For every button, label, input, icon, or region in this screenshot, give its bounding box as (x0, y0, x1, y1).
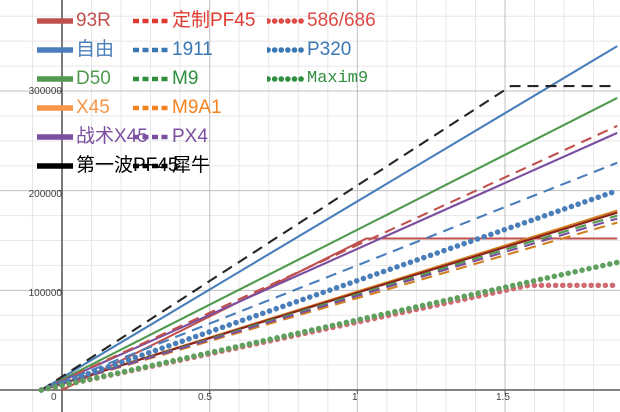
series-line (41, 217, 618, 392)
ytick-label-200000: 200000 (28, 189, 62, 200)
series-line (40, 97, 618, 391)
ytick-label-300000: 300000 (28, 86, 62, 97)
xtick-label-1-5: 1.5 (496, 392, 510, 403)
ytick-label-100000: 100000 (28, 288, 62, 299)
series-line (38, 259, 620, 393)
series-line (38, 187, 620, 393)
series-line (40, 161, 618, 391)
series-line (40, 84, 618, 391)
xtick-label-0: 0 (51, 392, 57, 403)
xtick-label-0-5: 0.5 (198, 392, 212, 403)
series-line (40, 45, 618, 391)
series-line (40, 131, 618, 391)
series-line (40, 124, 618, 391)
series-line (38, 282, 620, 393)
series-lines (38, 45, 620, 393)
xtick-label-1: 1 (352, 392, 358, 403)
